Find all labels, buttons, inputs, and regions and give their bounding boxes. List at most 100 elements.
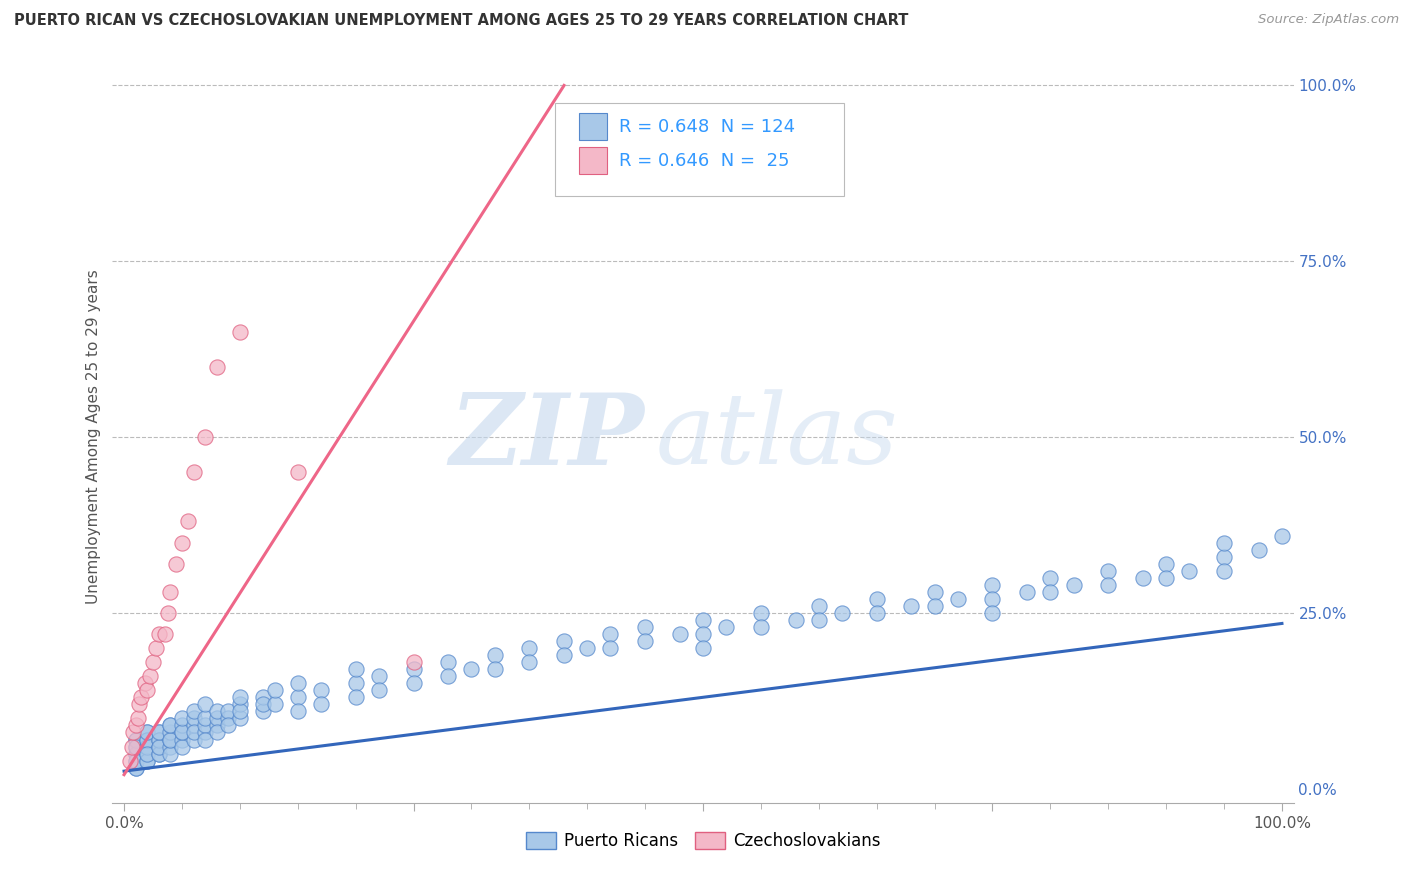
Point bbox=[807, 613, 830, 627]
Point bbox=[159, 732, 181, 747]
Point bbox=[170, 718, 193, 732]
Point bbox=[900, 599, 922, 613]
Point bbox=[1039, 584, 1062, 599]
Point bbox=[437, 655, 460, 669]
Point bbox=[309, 683, 332, 698]
Point bbox=[252, 705, 274, 719]
Point bbox=[946, 591, 969, 606]
Point bbox=[749, 606, 772, 620]
Point bbox=[714, 620, 737, 634]
Point bbox=[157, 606, 180, 620]
Point bbox=[217, 711, 239, 725]
Point bbox=[183, 465, 205, 479]
Point bbox=[153, 627, 176, 641]
Point bbox=[148, 725, 170, 739]
Point bbox=[205, 711, 228, 725]
Point bbox=[183, 705, 205, 719]
Text: PUERTO RICAN VS CZECHOSLOVAKIAN UNEMPLOYMENT AMONG AGES 25 TO 29 YEARS CORRELATI: PUERTO RICAN VS CZECHOSLOVAKIAN UNEMPLOY… bbox=[14, 13, 908, 29]
Point bbox=[148, 739, 170, 754]
Point bbox=[367, 669, 389, 683]
Point bbox=[344, 662, 367, 676]
Point bbox=[136, 732, 159, 747]
Point bbox=[134, 676, 156, 690]
Point bbox=[484, 648, 506, 662]
Point bbox=[1247, 542, 1270, 557]
Y-axis label: Unemployment Among Ages 25 to 29 years: Unemployment Among Ages 25 to 29 years bbox=[86, 269, 101, 605]
Text: R = 0.646  N =  25: R = 0.646 N = 25 bbox=[619, 152, 789, 169]
Point bbox=[634, 620, 657, 634]
Point bbox=[148, 747, 170, 761]
Point bbox=[287, 465, 309, 479]
Text: Source: ZipAtlas.com: Source: ZipAtlas.com bbox=[1258, 13, 1399, 27]
Point bbox=[205, 725, 228, 739]
Point bbox=[344, 676, 367, 690]
Point bbox=[749, 620, 772, 634]
Text: ZIP: ZIP bbox=[449, 389, 644, 485]
Point bbox=[148, 747, 170, 761]
Point bbox=[170, 732, 193, 747]
Point bbox=[136, 732, 159, 747]
Point bbox=[599, 627, 621, 641]
Point bbox=[263, 683, 285, 698]
Point bbox=[148, 627, 170, 641]
Point bbox=[1213, 549, 1236, 564]
Point bbox=[217, 705, 239, 719]
Point bbox=[1178, 564, 1201, 578]
Point bbox=[517, 641, 540, 656]
Point bbox=[344, 690, 367, 705]
Point bbox=[136, 754, 159, 768]
Point bbox=[924, 599, 946, 613]
Point bbox=[287, 690, 309, 705]
Point bbox=[148, 732, 170, 747]
Point bbox=[128, 698, 150, 712]
Point bbox=[460, 662, 482, 676]
Point bbox=[194, 718, 217, 732]
Point bbox=[142, 655, 165, 669]
Text: atlas: atlas bbox=[655, 390, 898, 484]
Point bbox=[194, 430, 217, 444]
Point bbox=[831, 606, 853, 620]
Point bbox=[124, 732, 146, 747]
Point bbox=[402, 676, 425, 690]
Point bbox=[402, 655, 425, 669]
Point bbox=[136, 739, 159, 754]
Point bbox=[183, 725, 205, 739]
Point bbox=[252, 698, 274, 712]
Point bbox=[205, 718, 228, 732]
Point bbox=[148, 732, 170, 747]
Point bbox=[170, 725, 193, 739]
Point bbox=[981, 606, 1004, 620]
Point bbox=[159, 739, 181, 754]
Point bbox=[553, 648, 575, 662]
Point bbox=[131, 690, 153, 705]
Point bbox=[669, 627, 692, 641]
Point bbox=[159, 718, 181, 732]
Point bbox=[124, 732, 146, 747]
Point bbox=[122, 725, 145, 739]
Point bbox=[194, 698, 217, 712]
Point bbox=[170, 725, 193, 739]
Point bbox=[170, 711, 193, 725]
Point bbox=[124, 739, 146, 754]
Point bbox=[124, 739, 146, 754]
Point bbox=[127, 711, 149, 725]
Point bbox=[205, 705, 228, 719]
Point bbox=[136, 747, 159, 761]
Point bbox=[124, 718, 146, 732]
Point bbox=[692, 613, 714, 627]
Point bbox=[148, 725, 170, 739]
Point bbox=[159, 725, 181, 739]
Point bbox=[484, 662, 506, 676]
Point bbox=[136, 754, 159, 768]
Point bbox=[981, 578, 1004, 592]
Point bbox=[229, 325, 252, 339]
Point bbox=[1213, 564, 1236, 578]
Point bbox=[145, 641, 167, 656]
Point bbox=[170, 739, 193, 754]
Point bbox=[924, 584, 946, 599]
Point bbox=[1154, 571, 1177, 585]
Point bbox=[170, 535, 193, 549]
Point bbox=[1017, 584, 1039, 599]
Point bbox=[183, 732, 205, 747]
Point bbox=[517, 655, 540, 669]
